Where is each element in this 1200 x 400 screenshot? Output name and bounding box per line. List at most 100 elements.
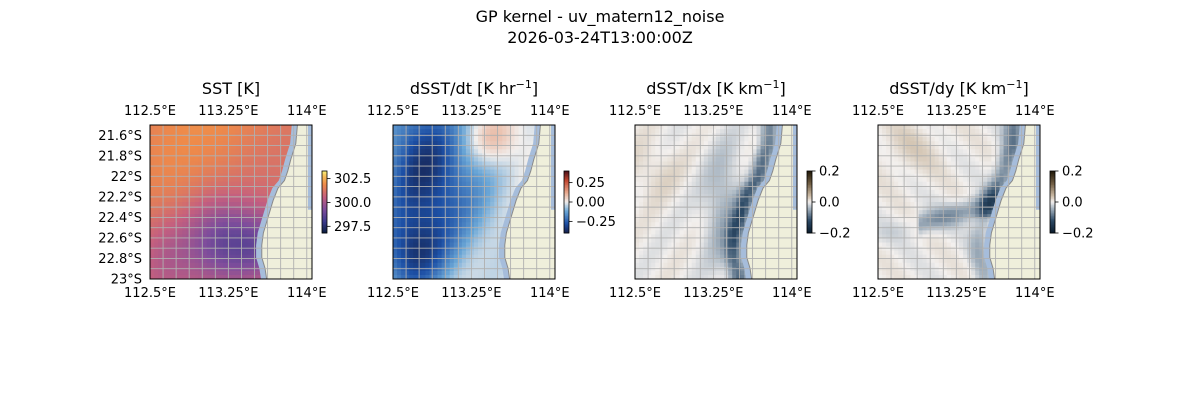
heatmap-cell [498,214,503,219]
heatmap-cell [703,173,709,179]
heatmap-cell [449,129,455,134]
heatmap-cell [663,149,668,154]
heatmap-cell [643,242,648,247]
heatmap-cell [457,161,463,166]
heatmap-cell [437,137,442,142]
heatmap-cell [635,181,640,187]
heatmap-cell [728,177,733,183]
heatmap-cell [691,137,697,142]
heatmap-cell [490,197,495,203]
heatmap-cell [695,206,701,211]
heatmap-cell [178,193,183,199]
heatmap-cell [433,185,438,191]
heatmap-cell [675,246,680,252]
heatmap-cell [425,161,430,166]
heatmap-cell [401,189,406,195]
heatmap-cell [667,238,672,243]
heatmap-cell [655,270,660,276]
heatmap-cell [760,129,765,134]
heatmap-cell [720,145,725,150]
heatmap-cell [214,193,220,199]
heatmap-cell [429,149,434,154]
heatmap-cell [461,177,467,183]
heatmap-cell [190,234,195,239]
heatmap-cell [518,169,523,175]
gridlines [392,125,555,280]
heatmap-cell [474,129,479,134]
heatmap-cell [514,141,519,146]
heatmap-cell [667,246,672,252]
heatmap-cell [218,254,224,260]
heatmap-cell [510,125,515,130]
heatmap-cell [182,165,187,170]
heatmap-cell [691,173,697,179]
heatmap-cell [732,210,737,215]
colorbar-swatch [564,209,569,212]
heatmap-cell [429,206,434,211]
heatmap-cell [150,141,155,146]
heatmap-cell [635,149,640,154]
heatmap-cell [510,189,515,195]
heatmap-cell [643,238,648,243]
colorbar: −0.20.00.2 [806,165,851,242]
heatmap-cell [190,177,195,183]
heatmap-cell [231,254,236,260]
colorbar-swatch [564,183,569,186]
heatmap-cell [683,230,689,235]
heatmap-cell [959,137,964,142]
heatmap-cell [695,218,701,223]
heatmap-cell [699,230,705,235]
heatmap-cell [166,258,171,264]
heatmap-cell [679,226,684,231]
heatmap-cell [182,210,187,215]
heatmap-cell [222,218,228,223]
heatmap-cell [457,177,463,183]
heatmap-cell [663,234,668,239]
heatmap-cell [453,254,459,260]
heatmap-cell [429,181,434,187]
heatmap-cell [166,197,171,203]
heatmap-cell [425,125,430,130]
heatmap-cell [703,270,709,276]
heatmap-cell [720,218,725,223]
heatmap-cell [651,202,656,207]
heatmap-cell [449,262,455,268]
heatmap-cell [711,250,717,256]
heatmap-cell [397,157,402,162]
heatmap-cell [441,234,447,239]
heatmap-cell [675,222,680,227]
heatmap-cell [441,141,447,146]
heatmap-cell [910,137,915,142]
heatmap-cell [461,246,467,252]
colorbar-swatch [322,226,327,229]
heatmap-cell [740,141,745,146]
heatmap-cell [279,129,285,134]
heatmap-cell [445,189,451,195]
heatmap-cell [178,202,183,207]
heatmap-cell [494,125,499,130]
heatmap-cell [728,125,733,130]
heatmap-cell [202,222,208,227]
heatmap-cell [687,218,693,223]
heatmap-cell [522,125,528,130]
heatmap-cell [150,173,155,179]
heatmap-cell [983,125,988,130]
heatmap-cell [401,234,406,239]
heatmap-cell [635,254,640,260]
heatmap-cell [663,169,668,175]
heatmap-cell [231,173,236,179]
heatmap-cell [457,157,463,162]
heatmap-cell [206,169,212,175]
heatmap-cell [711,218,717,223]
heatmap-cell [699,274,705,280]
heatmap-cell [259,169,264,175]
heatmap-cell [441,193,447,199]
heatmap-cell [198,193,204,199]
heatmap-cell [421,230,426,235]
heatmap-cell [486,234,491,239]
heatmap-cell [465,234,471,239]
heatmap-cell [687,246,693,252]
heatmap-cell [259,185,264,191]
heatmap-cell [679,145,684,150]
heatmap-cell [490,210,495,215]
